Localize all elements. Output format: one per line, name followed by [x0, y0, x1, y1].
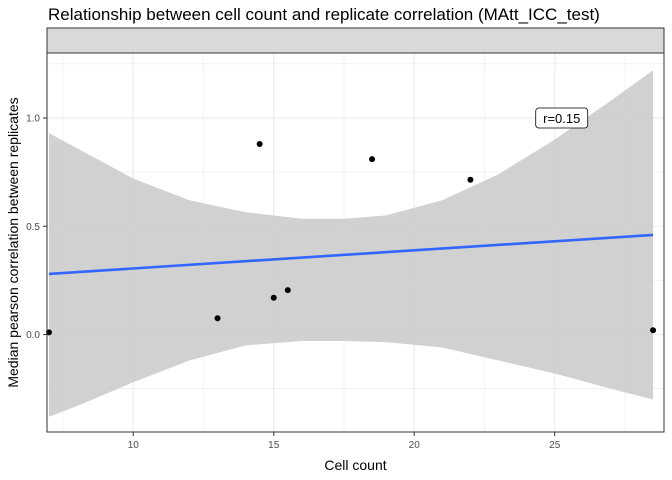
x-tick-label: 25: [549, 440, 561, 451]
y-axis-ticks: 0.0 0.5 1.0: [26, 113, 47, 341]
x-axis-title: Cell count: [324, 457, 386, 473]
x-axis-ticks: 10 15 20 25: [128, 432, 561, 451]
facet-strip: [46, 27, 665, 54]
data-point: [369, 156, 376, 163]
confidence-band: [49, 70, 653, 417]
data-point: [256, 140, 263, 147]
data-point: [270, 294, 277, 301]
x-tick-label: 10: [128, 440, 140, 451]
correlation-annotation: r=0.15: [535, 107, 589, 129]
y-tick-label: 1.0: [26, 113, 40, 124]
x-tick-label: 15: [268, 440, 280, 451]
confidence-band-area: [49, 70, 653, 417]
annotation-text: r=0.15: [543, 111, 580, 126]
y-tick-label: 0.0: [26, 330, 40, 341]
data-point: [284, 287, 291, 294]
data-point: [214, 315, 221, 322]
regression-line: [48, 233, 654, 276]
chart-title: Relationship between cell count and repl…: [48, 5, 600, 24]
data-point: [467, 176, 474, 183]
facet-strip-background: [46, 27, 665, 54]
y-axis-title: Median pearson correlation between repli…: [5, 97, 21, 387]
data-point: [650, 327, 657, 334]
fit-line: [48, 233, 654, 276]
x-tick-label: 20: [409, 440, 421, 451]
y-tick-label: 0.5: [26, 222, 40, 233]
annotation-box: [535, 107, 589, 129]
